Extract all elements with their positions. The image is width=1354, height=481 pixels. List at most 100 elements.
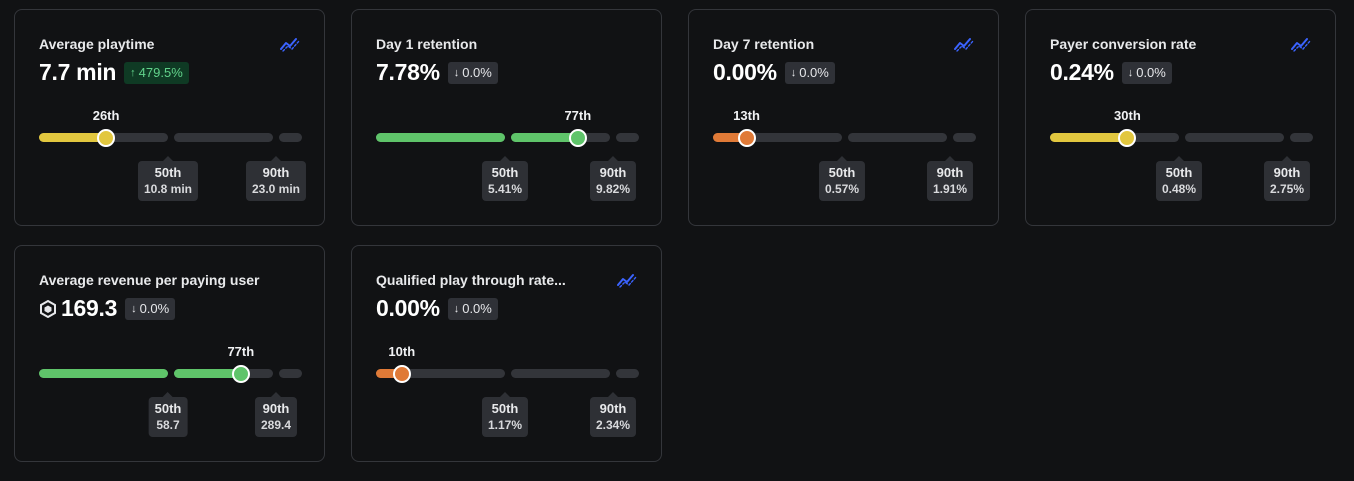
change-badge: ↓ 0.0% <box>1121 61 1172 84</box>
track-segment-low <box>376 133 505 142</box>
p50-value: 1.17% <box>487 418 523 432</box>
metric-card-qualified-play-through-rate[interactable]: Qualified play through rate... 0.00% ↓ 0… <box>351 245 662 462</box>
metric-row: 0.00% ↓ 0.0% <box>713 59 835 86</box>
percentile-label: 30th <box>1114 108 1141 123</box>
metric-value: 0.00% <box>376 295 440 321</box>
metric-card-average-playtime[interactable]: Average playtime 7.7 min ↑ 479.5% 26th 5… <box>14 9 325 226</box>
p50-label: 50th <box>491 401 519 416</box>
track-fill-low <box>39 369 168 378</box>
change-value: 0.0% <box>139 301 170 316</box>
percentile-marker[interactable] <box>392 365 411 383</box>
percentile-marker[interactable] <box>231 365 250 383</box>
track-fill-mid <box>511 133 578 142</box>
track-segment-high <box>616 369 639 378</box>
p50-label: 50th <box>1165 165 1193 180</box>
metric-card-day-7-retention[interactable]: Day 7 retention 0.00% ↓ 0.0% 13th 50th 0… <box>688 9 999 226</box>
p90-tooltip: 90th 1.91% <box>926 156 974 201</box>
p90-value: 289.4 <box>260 418 292 432</box>
card-title: Qualified play through rate... <box>376 272 566 288</box>
metric-row: 0.24% ↓ 0.0% <box>1050 59 1172 86</box>
metric-row: 7.7 min ↑ 479.5% <box>39 59 189 86</box>
p90-tooltip: 90th 23.0 min <box>245 156 307 201</box>
robux-icon <box>39 299 57 318</box>
change-value: 0.0% <box>462 301 492 316</box>
p50-tooltip: 50th 5.41% <box>481 156 529 201</box>
arrow-up-icon: ↑ <box>130 66 136 79</box>
p90-label: 90th <box>262 165 290 180</box>
metric-row: 169.3 ↓ 0.0% <box>39 295 176 322</box>
arrow-down-icon: ↓ <box>1127 66 1134 79</box>
p50-label: 50th <box>828 165 856 180</box>
p90-label: 90th <box>599 401 627 416</box>
track-fill-low <box>1050 133 1128 142</box>
p90-tooltip: 90th 2.75% <box>1263 156 1311 201</box>
track-fill-mid <box>174 369 241 378</box>
change-value: 0.0% <box>1136 65 1166 80</box>
track-fill-low <box>376 133 505 142</box>
p90-value: 9.82% <box>595 182 631 196</box>
arrow-down-icon: ↓ <box>131 302 137 315</box>
trend-line-icon[interactable] <box>280 36 300 52</box>
p90-label: 90th <box>1273 165 1301 180</box>
track-segment-high <box>616 133 639 142</box>
metric-value: 0.00% <box>713 59 777 85</box>
percentile-marker[interactable] <box>1118 129 1137 147</box>
percentile-marker[interactable] <box>737 129 756 147</box>
card-title: Payer conversion rate <box>1050 36 1197 52</box>
track-segment-mid <box>511 133 610 142</box>
p50-label: 50th <box>154 401 182 416</box>
track-segment-low <box>713 133 842 142</box>
p50-tooltip: 50th 1.17% <box>481 392 529 437</box>
metric-card-day-1-retention[interactable]: Day 1 retention 7.78% ↓ 0.0% 77th 50th 5… <box>351 9 662 226</box>
metric-row: 7.78% ↓ 0.0% <box>376 59 498 86</box>
change-badge: ↑ 479.5% <box>124 61 189 84</box>
p50-value: 0.48% <box>1161 182 1197 196</box>
track-segment-low <box>376 369 505 378</box>
track-fill-low <box>376 369 402 378</box>
p50-tooltip: 50th 0.57% <box>818 156 866 201</box>
change-value: 0.0% <box>462 65 492 80</box>
percentile-label: 26th <box>92 108 120 123</box>
trend-line-icon[interactable] <box>1291 36 1311 52</box>
metric-row: 0.00% ↓ 0.0% <box>376 295 498 322</box>
track-segment-mid <box>174 133 273 142</box>
change-value: 0.0% <box>799 65 829 80</box>
card-title: Day 1 retention <box>376 36 478 52</box>
percentile-label: 77th <box>227 344 255 359</box>
metric-card-average-revenue-per-paying-user[interactable]: Average revenue per paying user 169.3 ↓ … <box>14 245 325 462</box>
arrow-down-icon: ↓ <box>453 302 460 315</box>
track-segment-high <box>279 133 302 142</box>
metric-value: 169.3 <box>61 295 118 321</box>
change-badge: ↓ 0.0% <box>125 297 176 320</box>
p90-value: 23.0 min <box>251 182 301 196</box>
track-segment-high <box>279 369 302 378</box>
change-badge: ↓ 0.0% <box>447 61 498 84</box>
trend-line-icon[interactable] <box>954 36 974 52</box>
change-badge: ↓ 0.0% <box>784 61 835 84</box>
p50-value: 5.41% <box>487 182 523 196</box>
percentile-label: 77th <box>564 108 592 123</box>
p90-tooltip: 90th 289.4 <box>254 392 298 437</box>
card-title: Average playtime <box>39 36 155 52</box>
track-fill-low <box>713 133 747 142</box>
percentile-marker[interactable] <box>568 129 587 147</box>
track-segment-high <box>953 133 976 142</box>
trend-line-icon[interactable] <box>617 272 637 288</box>
p50-value: 58.7 <box>156 418 180 432</box>
percentile-label: 10th <box>388 344 416 359</box>
p90-label: 90th <box>262 401 290 416</box>
metric-value: 0.24% <box>1050 59 1114 85</box>
track-segment-mid <box>174 369 273 378</box>
track-segment-mid <box>1185 133 1284 142</box>
metric-card-payer-conversion-rate[interactable]: Payer conversion rate 0.24% ↓ 0.0% 30th … <box>1025 9 1336 226</box>
p50-tooltip: 50th 58.7 <box>148 392 188 437</box>
p50-value: 10.8 min <box>143 182 193 196</box>
p50-tooltip: 50th 10.8 min <box>137 156 199 201</box>
p90-value: 1.91% <box>932 182 968 196</box>
card-title: Average revenue per paying user <box>39 272 260 288</box>
change-value: 479.5% <box>138 65 183 80</box>
p90-tooltip: 90th 2.34% <box>589 392 637 437</box>
percentile-marker[interactable] <box>97 129 116 147</box>
p90-tooltip: 90th 9.82% <box>589 156 637 201</box>
p50-value: 0.57% <box>824 182 860 196</box>
